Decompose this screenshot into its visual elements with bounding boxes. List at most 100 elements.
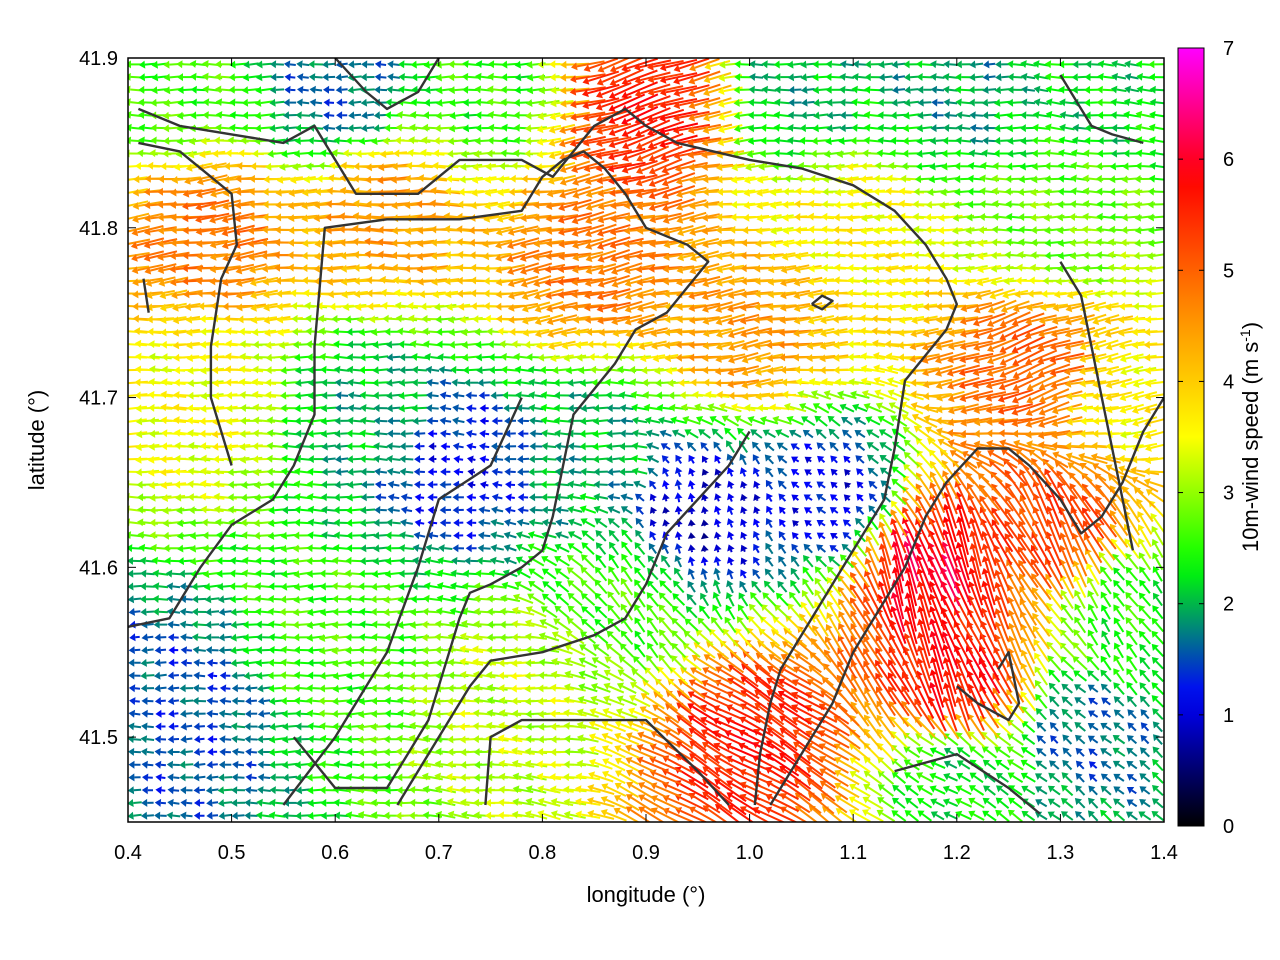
wind-arrow [232,760,245,769]
wind-arrow [308,60,324,69]
wind-arrow [1061,772,1073,784]
wind-arrow [616,695,637,707]
wind-arrow [1147,252,1164,260]
wind-arrow [1036,721,1047,732]
wind-arrow [614,782,640,799]
wind-arrow [268,811,286,820]
wind-arrow [638,794,668,812]
wind-arrow [180,671,193,680]
wind-arrow [386,404,401,413]
wind-arrow [335,404,349,413]
wind-arrow [1050,735,1059,744]
wind-arrow [826,111,841,120]
x-tick-label: 0.4 [114,842,142,864]
wind-arrow [1139,656,1151,670]
wind-arrow [128,646,141,655]
wind-arrow [1112,553,1126,569]
wind-arrow [555,455,569,463]
wind-arrow [601,732,627,746]
wind-arrow [193,722,205,731]
wind-arrow [167,671,179,680]
wind-arrow [550,810,574,820]
wind-arrow [588,758,613,770]
wind-arrow [1125,592,1139,607]
wind-arrow [674,531,683,541]
wind-arrow [579,480,596,489]
wind-arrow [192,684,206,693]
wind-arrow [360,544,376,553]
wind-arrow [649,756,683,773]
wind-arrow [684,429,699,439]
wind-arrow [528,455,544,464]
wind-arrow [179,760,194,769]
wind-arrow [956,772,971,783]
wind-arrow [592,455,609,464]
wind-arrow [360,416,376,425]
wind-arrow [734,73,753,82]
wind-arrow [608,553,620,569]
wind-arrow [128,607,141,616]
wind-arrow [486,696,508,705]
wind-arrow [595,530,607,542]
wind-arrow [567,442,582,451]
wind-arrow [219,658,232,667]
y-tick-label: 41.7 [79,388,118,410]
wind-arrow [777,690,813,712]
wind-arrow [414,455,425,464]
wind-arrow [141,722,154,731]
wind-arrow [334,416,350,425]
wind-arrow [1006,733,1024,746]
wind-arrow [1061,708,1073,720]
wind-arrow [1126,681,1138,696]
wind-arrow [218,633,232,642]
x-tick-label: 0.8 [528,842,556,864]
wind-arrow [687,715,722,739]
wind-arrow [466,506,477,515]
wind-arrow [982,124,996,132]
wind-arrow [307,442,324,451]
wind-arrow [830,533,838,540]
wind-arrow [180,646,192,655]
wind-arrow [440,442,451,451]
wind-arrow [179,773,194,782]
wind-arrow [982,86,997,94]
wind-arrow [567,605,583,620]
wind-arrow [1061,683,1073,694]
wind-arrow [916,73,933,81]
wind-arrow [179,620,194,629]
wind-arrow [191,582,207,591]
wind-arrow [739,806,770,822]
wind-arrow [141,786,154,795]
wind-arrow [1049,748,1059,757]
wind-arrow [321,378,337,387]
wind-arrow [346,493,363,502]
wind-arrow [607,480,620,489]
wind-arrow [128,556,143,565]
wind-arrow [765,542,774,555]
wind-arrow [128,747,141,756]
wind-arrow [346,544,364,553]
wind-arrow [244,722,258,731]
wind-arrow [773,136,791,145]
wind-arrow [739,453,747,466]
wind-arrow [140,671,155,680]
wind-arrow [1086,670,1100,682]
wind-arrow [791,494,800,502]
wind-arrow [427,467,438,476]
wind-arrow [1074,709,1087,719]
wind-arrow [943,811,958,820]
wind-arrow [1111,60,1127,68]
wind-arrow [1126,642,1138,658]
wind-arrow [567,531,583,541]
wind-arrow [270,60,284,69]
wind-arrow [269,760,285,769]
wind-arrow [425,544,440,552]
wind-arrow [295,799,310,807]
wind-arrow [1124,73,1139,81]
wind-arrow [793,741,824,763]
wind-arrow [1061,696,1073,707]
wind-arrow [139,595,155,604]
wind-arrow [346,531,364,540]
wind-arrow [1145,302,1164,311]
